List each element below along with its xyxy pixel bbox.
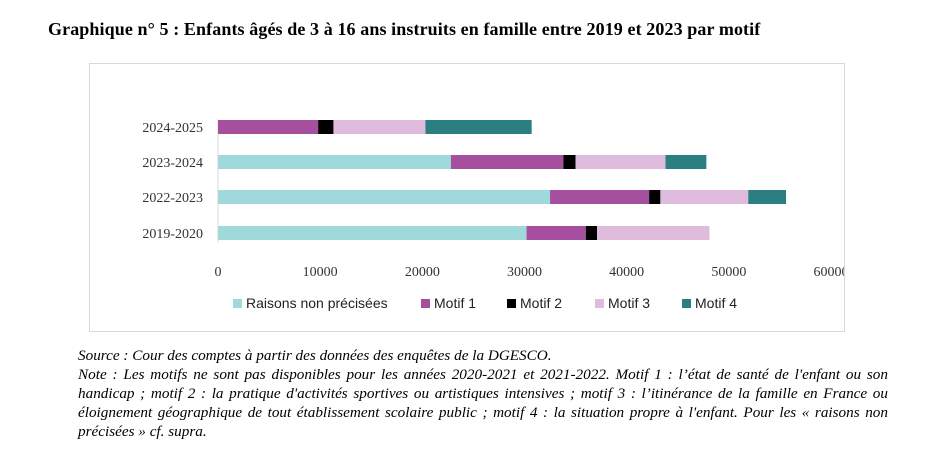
source-note: Source : Cour des comptes à partir des d… bbox=[78, 347, 552, 364]
bar-segment-2023-2024-motif-4 bbox=[665, 155, 707, 169]
bar-segment-2023-2024-motif-3 bbox=[575, 155, 666, 169]
bar-segment-2024-2025-motif-1 bbox=[218, 120, 319, 134]
bar-segment-2022-2023-motif-0 bbox=[218, 190, 551, 204]
methodology-note: Note : Les motifs ne sont pas disponible… bbox=[78, 366, 888, 440]
y-tick-label: 2023-2024 bbox=[142, 156, 203, 171]
bar-segment-2019-2020-motif-1 bbox=[526, 226, 586, 240]
legend-label: Raisons non précisées bbox=[246, 295, 388, 311]
chart-area: 2024-2025 2023-2024 2022-2023 2019-2020 0 100… bbox=[89, 63, 845, 332]
bar-segment-2024-2025-motif-4 bbox=[425, 120, 532, 134]
legend-swatch bbox=[233, 299, 242, 308]
legend-label: Motif 3 bbox=[608, 295, 650, 311]
legend-label: Motif 2 bbox=[520, 295, 562, 311]
x-tick-label: 60000 bbox=[814, 265, 845, 280]
x-tick-label: 50000 bbox=[711, 265, 746, 280]
legend-label: Motif 1 bbox=[434, 295, 476, 311]
x-tick-label: 20000 bbox=[405, 265, 440, 280]
legend-swatch bbox=[421, 299, 430, 308]
legend-swatch bbox=[595, 299, 604, 308]
x-tick-label: 10000 bbox=[303, 265, 338, 280]
y-tick-label: 2024-2025 bbox=[142, 121, 203, 136]
bar-segment-2022-2023-motif-2 bbox=[649, 190, 661, 204]
legend-swatch bbox=[507, 299, 516, 308]
bar-segment-2023-2024-motif-1 bbox=[450, 155, 564, 169]
bar-segment-2022-2023-motif-3 bbox=[660, 190, 749, 204]
x-tick-label: 30000 bbox=[507, 265, 542, 280]
legend-swatch bbox=[682, 299, 691, 308]
stacked-bar-chart: 2024-2025 2023-2024 2022-2023 2019-2020 0 100… bbox=[142, 119, 845, 311]
bar-segment-2019-2020-motif-2 bbox=[585, 226, 598, 240]
bar-segment-2023-2024-motif-0 bbox=[218, 155, 451, 169]
chart-title: Graphique n° 5 : Enfants âgés de 3 à 16 … bbox=[48, 19, 761, 39]
bar-segment-2023-2024-motif-2 bbox=[563, 155, 576, 169]
bar-segment-2024-2025-motif-2 bbox=[318, 120, 334, 134]
y-tick-label: 2019-2020 bbox=[142, 227, 203, 242]
bar-segment-2019-2020-motif-3 bbox=[597, 226, 710, 240]
x-tick-label: 0 bbox=[215, 265, 222, 280]
legend-label: Motif 4 bbox=[695, 295, 737, 311]
chart-notes: Source : Cour des comptes à partir des d… bbox=[78, 346, 888, 441]
bar-segment-2024-2025-motif-3 bbox=[333, 120, 426, 134]
bar-segment-2022-2023-motif-1 bbox=[550, 190, 650, 204]
x-tick-label: 40000 bbox=[609, 265, 644, 280]
bar-segment-2022-2023-motif-4 bbox=[748, 190, 787, 204]
bar-segment-2019-2020-motif-0 bbox=[218, 226, 527, 240]
y-tick-label: 2022-2023 bbox=[142, 191, 203, 206]
